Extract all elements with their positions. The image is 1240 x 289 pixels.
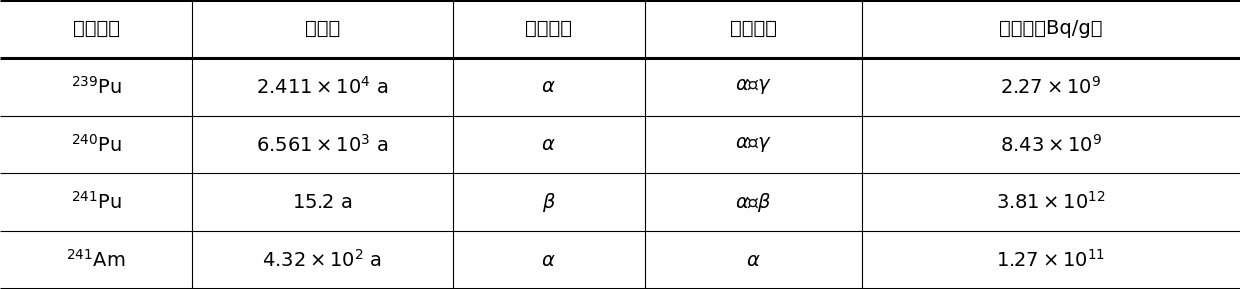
Text: $\alpha$: $\alpha$ [542,77,556,96]
Text: $\alpha$: $\alpha$ [542,251,556,270]
Text: $15.2$ a: $15.2$ a [293,193,352,212]
Text: $^{241}$Am: $^{241}$Am [67,249,125,271]
Text: $^{239}$Pu: $^{239}$Pu [71,76,122,98]
Text: $\alpha$、$\beta$: $\alpha$、$\beta$ [735,191,771,214]
Text: $\alpha$: $\alpha$ [746,251,760,270]
Text: 比活度（Bq/g）: 比活度（Bq/g） [999,19,1102,38]
Text: $1.27\times10^{11}$: $1.27\times10^{11}$ [996,249,1106,271]
Text: 核素名称: 核素名称 [73,19,119,38]
Text: $\beta$: $\beta$ [542,191,556,214]
Text: $4.32\times10^{2}$ a: $4.32\times10^{2}$ a [263,249,382,271]
Text: $\alpha$、$\gamma$: $\alpha$、$\gamma$ [735,77,771,96]
Text: 射线类型: 射线类型 [730,19,776,38]
Text: 半衰期: 半衰期 [305,19,340,38]
Text: $\alpha$、$\gamma$: $\alpha$、$\gamma$ [735,135,771,154]
Text: $^{240}$Pu: $^{240}$Pu [71,134,122,155]
Text: $2.411\times10^{4}$ a: $2.411\times10^{4}$ a [257,76,388,98]
Text: 衰变方式: 衰变方式 [526,19,572,38]
Text: $2.27\times10^{9}$: $2.27\times10^{9}$ [1001,76,1101,98]
Text: $^{241}$Pu: $^{241}$Pu [71,191,122,213]
Text: $8.43\times10^{9}$: $8.43\times10^{9}$ [999,134,1102,155]
Text: $3.81\times10^{12}$: $3.81\times10^{12}$ [996,191,1106,213]
Text: $6.561\times10^{3}$ a: $6.561\times10^{3}$ a [257,134,388,155]
Text: $\alpha$: $\alpha$ [542,135,556,154]
